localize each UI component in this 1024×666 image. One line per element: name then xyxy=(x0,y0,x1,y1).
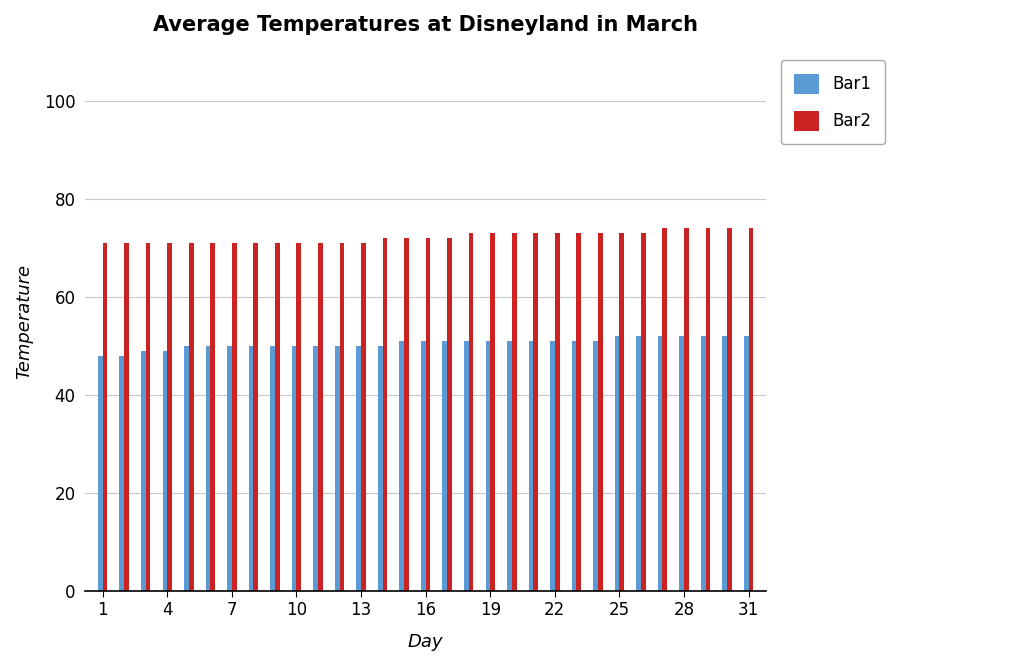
Bar xyxy=(426,238,430,591)
Bar xyxy=(743,336,749,591)
Bar xyxy=(490,233,495,591)
Bar xyxy=(663,228,668,591)
Bar xyxy=(555,233,559,591)
Bar xyxy=(356,346,361,591)
Bar xyxy=(512,233,516,591)
Bar xyxy=(292,346,297,591)
Bar xyxy=(641,233,646,591)
Bar xyxy=(706,228,711,591)
X-axis label: Day: Day xyxy=(408,633,443,651)
Bar xyxy=(571,341,577,591)
Bar xyxy=(163,351,167,591)
Bar xyxy=(335,346,340,591)
Bar xyxy=(249,346,253,591)
Bar xyxy=(270,346,274,591)
Bar xyxy=(528,341,534,591)
Bar xyxy=(274,243,280,591)
Bar xyxy=(120,356,124,591)
Bar xyxy=(577,233,581,591)
Bar xyxy=(534,233,538,591)
Bar xyxy=(657,336,663,591)
Bar xyxy=(636,336,641,591)
Bar xyxy=(141,351,145,591)
Bar xyxy=(124,243,129,591)
Bar xyxy=(684,228,689,591)
Bar xyxy=(722,336,727,591)
Bar xyxy=(447,238,452,591)
Bar xyxy=(184,346,188,591)
Bar xyxy=(188,243,194,591)
Bar xyxy=(231,243,237,591)
Title: Average Temperatures at Disneyland in March: Average Temperatures at Disneyland in Ma… xyxy=(154,15,698,35)
Bar xyxy=(469,233,473,591)
Bar xyxy=(464,341,469,591)
Bar xyxy=(598,233,603,591)
Bar xyxy=(485,341,490,591)
Bar xyxy=(593,341,598,591)
Bar xyxy=(98,356,102,591)
Bar xyxy=(614,336,620,591)
Bar xyxy=(167,243,172,591)
Bar xyxy=(383,238,387,591)
Bar xyxy=(679,336,684,591)
Bar xyxy=(421,341,426,591)
Bar xyxy=(318,243,323,591)
Bar xyxy=(210,243,215,591)
Bar xyxy=(749,228,754,591)
Bar xyxy=(227,346,231,591)
Bar xyxy=(507,341,512,591)
Bar xyxy=(700,336,706,591)
Y-axis label: Temperature: Temperature xyxy=(15,264,33,379)
Bar xyxy=(206,346,210,591)
Bar xyxy=(442,341,447,591)
Bar xyxy=(340,243,344,591)
Legend: Bar1, Bar2: Bar1, Bar2 xyxy=(781,60,885,144)
Bar xyxy=(378,346,383,591)
Bar xyxy=(313,346,318,591)
Bar xyxy=(727,228,732,591)
Bar xyxy=(361,243,366,591)
Bar xyxy=(102,243,108,591)
Bar xyxy=(145,243,151,591)
Bar xyxy=(404,238,409,591)
Bar xyxy=(550,341,555,591)
Bar xyxy=(297,243,301,591)
Bar xyxy=(620,233,625,591)
Bar xyxy=(253,243,258,591)
Bar xyxy=(399,341,404,591)
